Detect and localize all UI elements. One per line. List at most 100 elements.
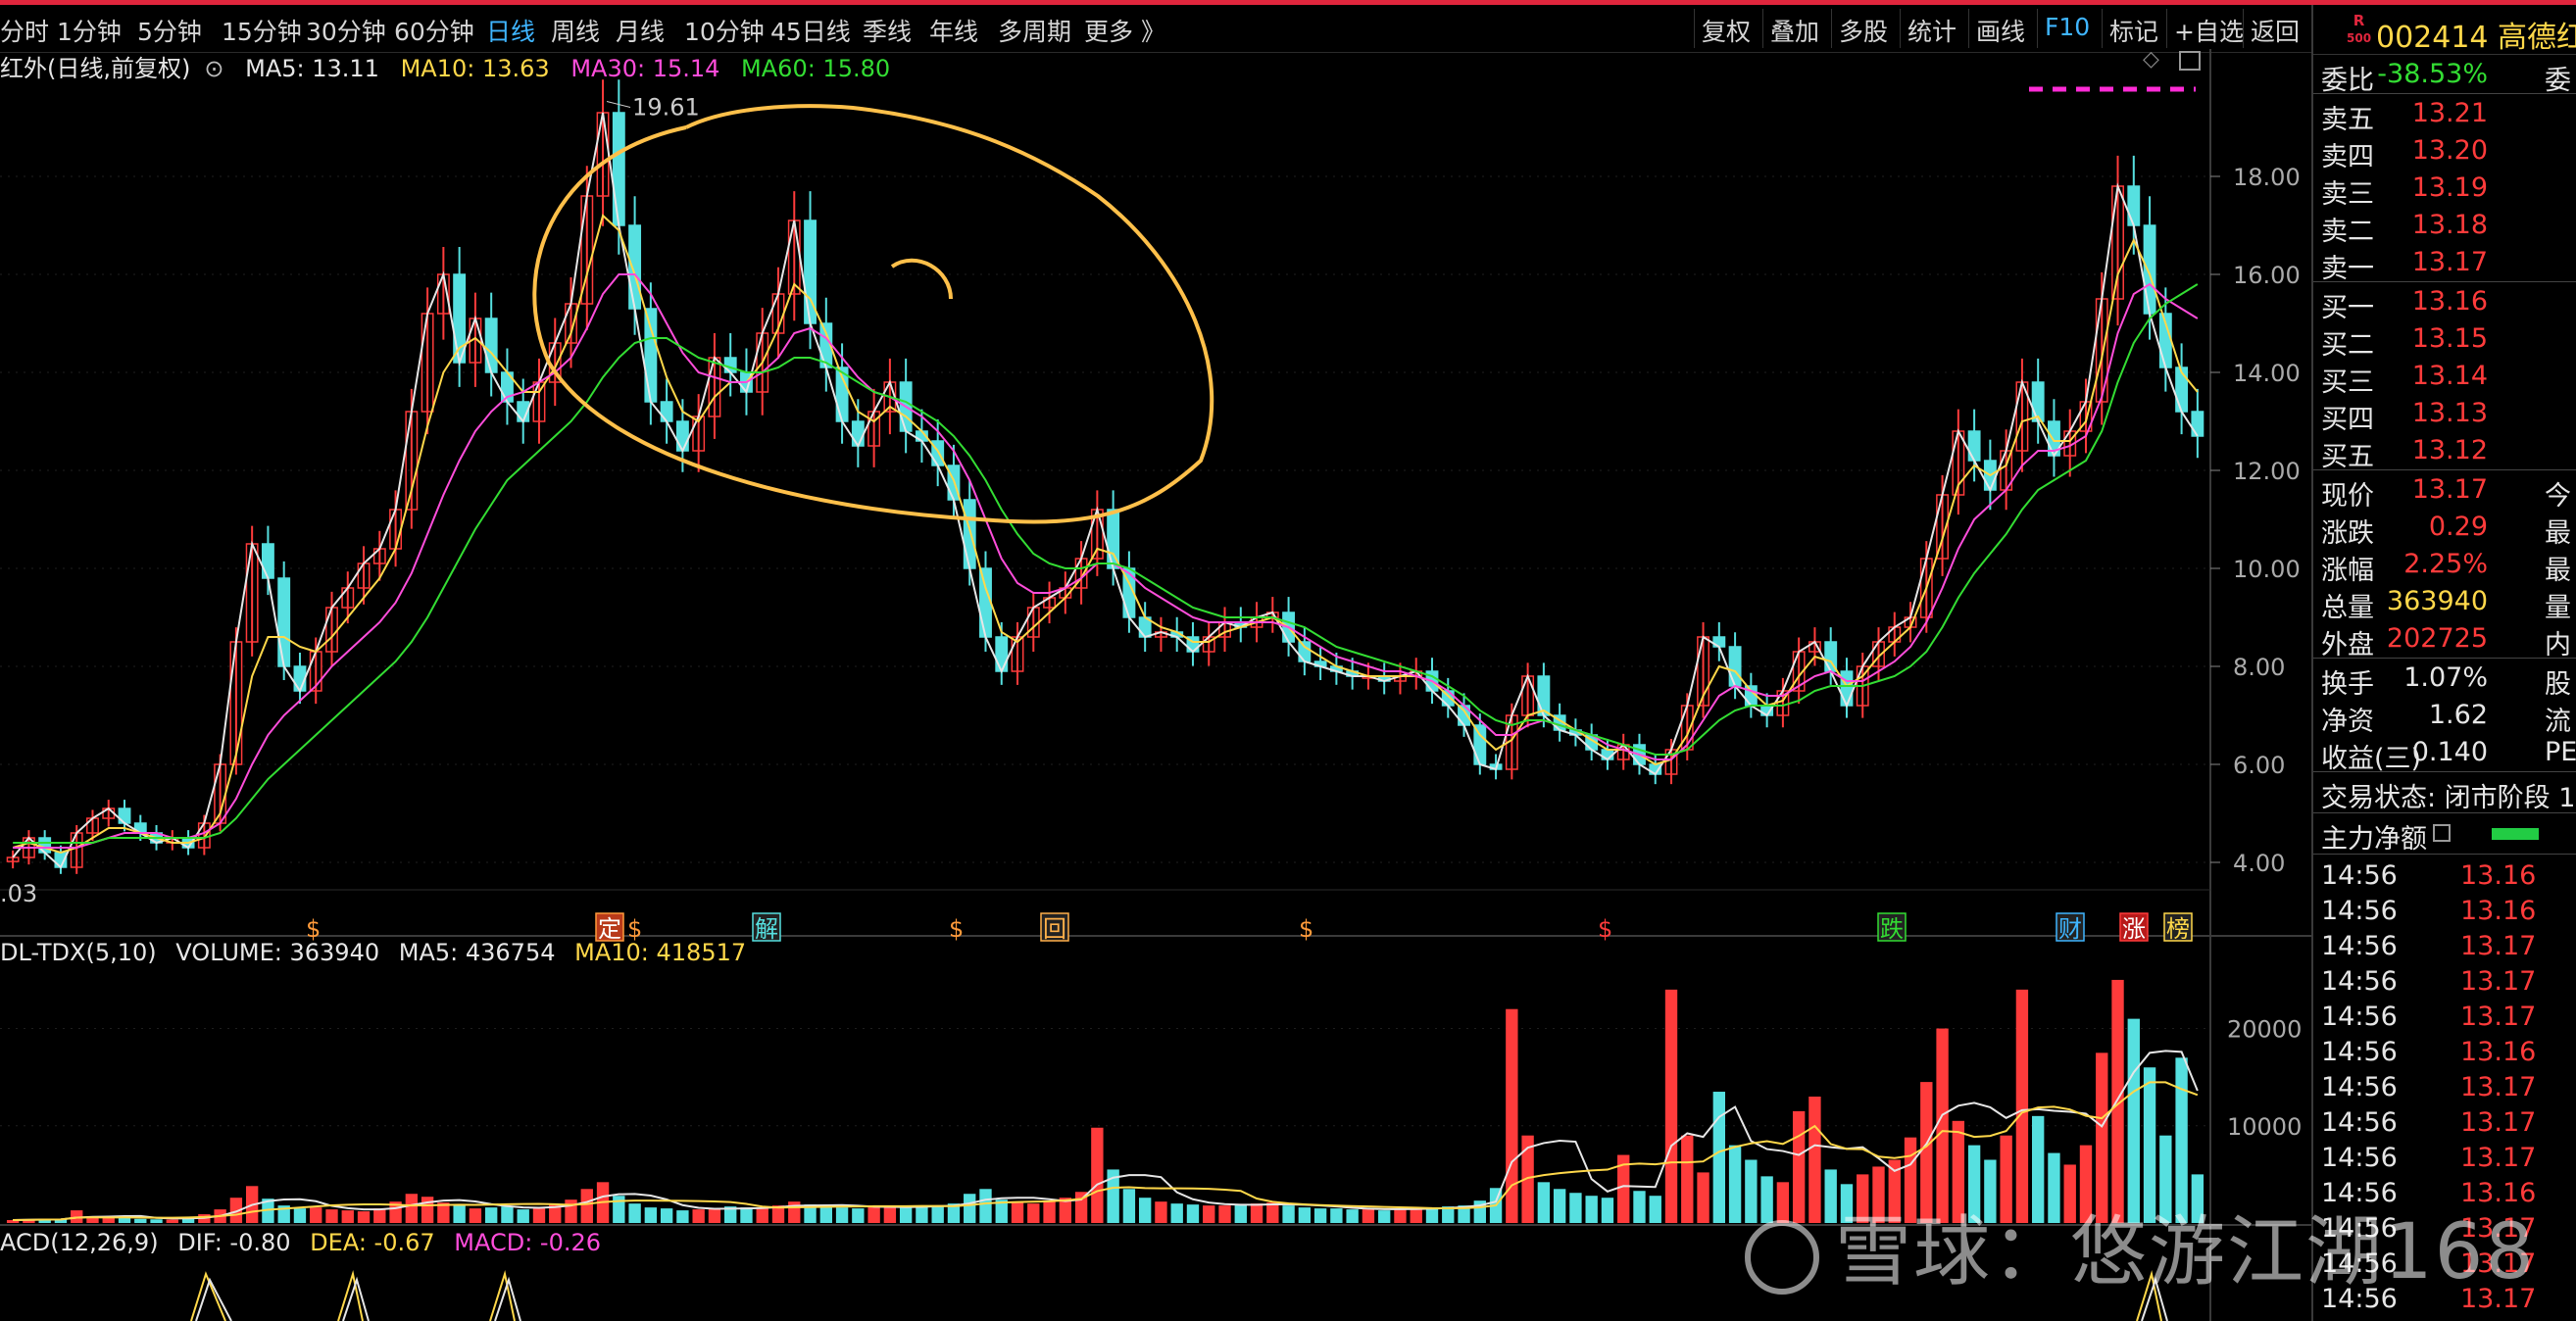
volume-bar bbox=[979, 1189, 992, 1223]
toolbar-button-7[interactable]: +自选 bbox=[2174, 18, 2244, 46]
toolbar-button-6[interactable]: 标记 bbox=[2109, 18, 2159, 46]
weibi-row: 委比 -38.53% 委 bbox=[2313, 56, 2576, 96]
period-tab-13[interactable]: 多周期 bbox=[998, 18, 1072, 46]
candle-body bbox=[2127, 185, 2141, 226]
volume-bar bbox=[181, 1217, 195, 1223]
period-tab-9[interactable]: 10分钟 bbox=[684, 18, 765, 46]
ma5-line bbox=[12, 112, 2199, 869]
toolbar-separator bbox=[1762, 9, 1763, 48]
toolbar-button-3[interactable]: 统计 bbox=[1907, 18, 1957, 46]
macd-dif: DIF: -0.80 bbox=[177, 1229, 291, 1256]
event-marker-7: $ bbox=[1598, 915, 1612, 943]
toolbar-button-0[interactable]: 复权 bbox=[1702, 18, 1752, 46]
watermark: 雪球：悠游江湖168 bbox=[1745, 1191, 2536, 1300]
row-value: 13.20 bbox=[2411, 135, 2488, 166]
price-tick-label: 12.00 bbox=[2233, 458, 2301, 485]
quote-row-2: 涨幅 2.25% 最 bbox=[2313, 546, 2576, 586]
period-tab-8[interactable]: 月线 bbox=[616, 18, 666, 46]
stat-row-1: 净资 1.62 流 bbox=[2313, 697, 2576, 737]
volume-bar bbox=[1410, 1207, 1422, 1223]
event-marker-11: 榜 bbox=[2166, 915, 2190, 943]
tick-row-3: 14:56 13.17 bbox=[2313, 963, 2576, 999]
toolbar-separator bbox=[2102, 9, 2103, 48]
candle-body bbox=[293, 665, 307, 692]
main-net-row[interactable]: 主力净额 bbox=[2313, 814, 2576, 855]
tick-price: 13.17 bbox=[2460, 931, 2537, 961]
event-marker-box bbox=[2056, 912, 2085, 942]
period-tab-11[interactable]: 季线 bbox=[863, 18, 913, 46]
volume-bar bbox=[1043, 1201, 1056, 1223]
volume-bar bbox=[628, 1203, 641, 1223]
toolbar-button-4[interactable]: 画线 bbox=[1976, 18, 2026, 46]
tick-time: 14:56 bbox=[2321, 1143, 2398, 1173]
row-label: 买五 bbox=[2321, 442, 2374, 472]
volume-bar bbox=[724, 1206, 737, 1223]
volume-bar bbox=[1330, 1208, 1343, 1223]
candle-body bbox=[995, 636, 1009, 672]
event-marker-box bbox=[1040, 912, 1069, 942]
toolbar-button-2[interactable]: 多股 bbox=[1839, 18, 1889, 46]
macd-indicator-name[interactable]: ACD(12,26,9) bbox=[0, 1229, 159, 1256]
period-tab-0[interactable]: 分时 bbox=[0, 18, 50, 46]
period-tab-3[interactable]: 15分钟 bbox=[222, 18, 302, 46]
tick-price: 13.17 bbox=[2460, 1284, 2537, 1314]
volume-bar bbox=[549, 1204, 562, 1223]
row-value: 2.25% bbox=[2403, 549, 2488, 579]
row-label-2: 股 bbox=[2545, 669, 2571, 700]
kline-chart[interactable]: 18.00 16.00 14.00 12.00 10.00 8.00 6.00 4.00 19.… bbox=[0, 49, 2311, 1321]
volume-bar bbox=[277, 1205, 290, 1223]
row-value: 13.13 bbox=[2411, 398, 2488, 428]
period-tab-1[interactable]: 1分钟 bbox=[57, 18, 122, 46]
volume-bar bbox=[373, 1208, 386, 1223]
period-tab-14[interactable]: 更多 》 bbox=[1084, 18, 1165, 46]
row-label-2: 今 bbox=[2545, 481, 2571, 512]
volume-bar bbox=[1601, 1198, 1614, 1223]
list-icon[interactable] bbox=[2433, 824, 2451, 842]
volume-bar bbox=[1155, 1201, 1167, 1223]
tick-row-12: 14:56 13.17 bbox=[2313, 1281, 2576, 1316]
volume-bar bbox=[1617, 1154, 1630, 1223]
row-value: 13.14 bbox=[2411, 361, 2488, 391]
bid-row-0: 买一 13.16 bbox=[2313, 283, 2576, 323]
volume-bar bbox=[995, 1199, 1008, 1223]
volume-bar bbox=[1745, 1159, 1758, 1223]
legend-toggle-icon[interactable]: ⊙ bbox=[204, 55, 224, 82]
candle-body bbox=[2143, 224, 2156, 315]
price-tick-label: 16.00 bbox=[2233, 262, 2301, 289]
row-label-2: PE bbox=[2545, 737, 2576, 767]
period-tab-5[interactable]: 60分钟 bbox=[394, 18, 474, 46]
quote-panel: R 500 002414 高德红 委比 -38.53% 委卖五 13.21 卖四 13.20… bbox=[2311, 5, 2576, 1321]
tick-time: 14:56 bbox=[2321, 1284, 2398, 1314]
volume-bar bbox=[2015, 989, 2029, 1223]
candle-body bbox=[628, 224, 642, 310]
volume-bar bbox=[293, 1208, 307, 1223]
volume-bar bbox=[23, 1219, 35, 1223]
ask-row-2: 卖三 13.19 bbox=[2313, 170, 2576, 210]
tick-price: 13.16 bbox=[2460, 1037, 2537, 1067]
toolbar-button-1[interactable]: 叠加 bbox=[1770, 18, 1820, 46]
volume-bar bbox=[437, 1202, 450, 1223]
candle-body bbox=[2175, 367, 2189, 413]
volume-bar bbox=[2032, 1115, 2045, 1223]
volume-bar bbox=[2063, 1164, 2076, 1223]
toolbar-button-5[interactable]: F10 bbox=[2045, 13, 2091, 41]
row-value: 13.15 bbox=[2411, 323, 2488, 354]
price-legend: 红外(日线,前复权) ⊙ MA5: 13.11 MA10: 13.63 MA30:… bbox=[0, 49, 904, 82]
volume-bar bbox=[1234, 1204, 1247, 1223]
toolbar-separator bbox=[2037, 9, 2038, 48]
period-tab-6[interactable]: 日线 bbox=[486, 18, 536, 46]
volume-indicator-name[interactable]: DL-TDX(5,10) bbox=[0, 939, 157, 966]
period-tab-4[interactable]: 30分钟 bbox=[306, 18, 386, 46]
stock-code-name[interactable]: 002414 高德红 bbox=[2376, 21, 2576, 55]
volume-bar bbox=[2191, 1174, 2204, 1223]
toolbar-button-8[interactable]: 返回 bbox=[2251, 18, 2301, 46]
volume-ma5-line bbox=[13, 1050, 2199, 1222]
toolbar-separator bbox=[1900, 9, 1901, 48]
tick-time: 14:56 bbox=[2321, 1248, 2398, 1279]
tick-row-7: 14:56 13.17 bbox=[2313, 1104, 2576, 1140]
period-tab-2[interactable]: 5分钟 bbox=[137, 18, 202, 46]
tick-time: 14:56 bbox=[2321, 896, 2398, 926]
period-tab-12[interactable]: 年线 bbox=[929, 18, 979, 46]
period-tab-10[interactable]: 45日线 bbox=[770, 18, 851, 46]
period-tab-7[interactable]: 周线 bbox=[551, 18, 601, 46]
